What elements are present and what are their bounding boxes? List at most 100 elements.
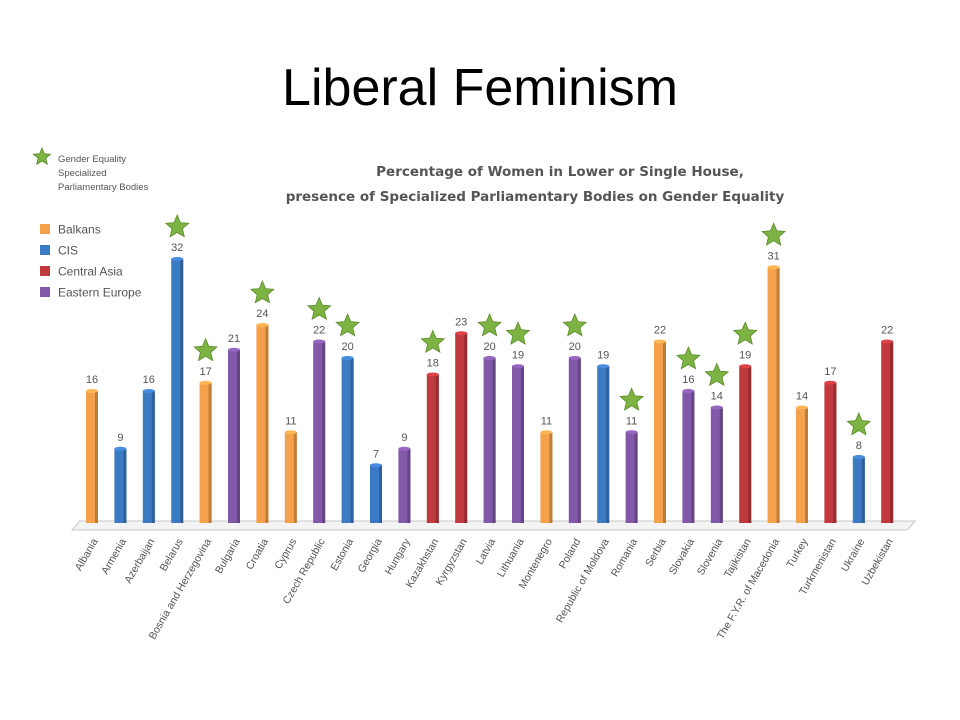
value-label-croatia: 24 bbox=[256, 308, 268, 320]
bar-shade-uzbekistan bbox=[890, 341, 894, 523]
star-icon-croatia bbox=[250, 279, 275, 304]
legend-label-cis: CIS bbox=[58, 244, 78, 258]
legend-swatch-central-asia bbox=[40, 266, 50, 276]
value-label-uzbekistan: 22 bbox=[881, 325, 893, 337]
bar-shade-lithuania bbox=[521, 366, 524, 523]
bar-cap-czech-republic bbox=[313, 339, 326, 344]
bar-shade-ukraine bbox=[861, 457, 865, 523]
value-label-ukraine: 8 bbox=[856, 440, 862, 452]
bar-shade-serbia bbox=[663, 341, 666, 523]
legend-label-central-asia: Central Asia bbox=[58, 265, 123, 279]
legend-swatch-balkans bbox=[40, 224, 50, 234]
category-label-belarus: Belarus bbox=[158, 537, 186, 574]
bar-cap-kazakhstan bbox=[426, 372, 439, 377]
value-label-lithuania: 19 bbox=[512, 349, 524, 361]
category-label-bulgaria: Bulgaria bbox=[213, 536, 243, 576]
category-label-latvia: Latvia bbox=[474, 536, 498, 566]
chart-floor bbox=[70, 520, 917, 531]
category-label-lithuania: Lithuania bbox=[495, 536, 527, 579]
bar-cap-bosnia-and-herzegovina bbox=[199, 380, 212, 385]
bar-shade-armenia bbox=[123, 448, 127, 523]
category-label-bosnia-and-herzegovina: Bosnia and Herzegovina bbox=[147, 536, 215, 641]
value-label-georgia: 7 bbox=[373, 448, 379, 460]
bar-shade-kazakhstan bbox=[435, 374, 439, 523]
bar-cap-hungary bbox=[398, 446, 411, 451]
category-label-albania: Albania bbox=[73, 536, 101, 572]
bar-cap-slovakia bbox=[682, 389, 695, 393]
bar-cap-croatia bbox=[256, 323, 269, 327]
category-label-georgia: Georgia bbox=[356, 536, 385, 574]
value-label-romania: 11 bbox=[626, 415, 637, 427]
bar-shade-the-f-y-r-of-macedonia bbox=[776, 267, 780, 523]
star-icon-slovakia bbox=[676, 345, 701, 370]
legend-swatch-cis bbox=[40, 245, 50, 255]
bar-cap-montenegro bbox=[540, 430, 553, 435]
bar-cap-estonia bbox=[341, 356, 354, 360]
star-icon-poland bbox=[562, 312, 588, 337]
value-label-turkmenistan: 17 bbox=[824, 366, 836, 378]
value-label-albania: 16 bbox=[86, 374, 98, 386]
bar-cap-armenia bbox=[114, 446, 127, 451]
bar-shade-latvia bbox=[492, 358, 496, 523]
star-icon-the-f-y-r-of-macedonia bbox=[761, 222, 786, 246]
category-label-the-f-y-r-of-macedonia: The F.Y.R. of Macedonia bbox=[715, 536, 783, 641]
value-label-bosnia-and-herzegovina: 17 bbox=[199, 366, 211, 378]
value-label-poland: 20 bbox=[569, 341, 581, 353]
bar-shade-turkmenistan bbox=[833, 382, 837, 523]
value-label-estonia: 20 bbox=[341, 341, 353, 353]
bar-shade-estonia bbox=[350, 358, 354, 523]
legend-star-label-line-1: Gender Equality bbox=[58, 154, 126, 165]
category-label-republic-of-moldova: Republic of Moldova bbox=[554, 536, 612, 625]
bar-shade-montenegro bbox=[549, 432, 553, 523]
bar-shade-hungary bbox=[407, 448, 411, 523]
bar-shade-romania bbox=[634, 432, 638, 523]
value-label-slovenia: 14 bbox=[711, 391, 723, 403]
chart-subtitle: presence of Specialized Parliamentary Bo… bbox=[286, 189, 785, 205]
category-label-slovakia: Slovakia bbox=[667, 536, 697, 577]
bar-cap-georgia bbox=[370, 463, 382, 468]
value-label-montenegro: 11 bbox=[541, 415, 552, 427]
bar-cap-turkmenistan bbox=[824, 380, 837, 385]
star-icon-bosnia-and-herzegovina bbox=[193, 337, 218, 362]
bar-shade-republic-of-moldova bbox=[606, 366, 610, 523]
bar-cap-tajikistan bbox=[739, 364, 752, 369]
legend-label-balkans: Balkans bbox=[58, 223, 101, 237]
bar-shade-georgia bbox=[379, 465, 382, 523]
axis-floor bbox=[70, 520, 917, 531]
bar-cap-poland bbox=[568, 356, 581, 360]
bar-shade-bulgaria bbox=[237, 349, 240, 523]
legend-star-label-line-3: Parliamentary Bodies bbox=[58, 182, 149, 193]
bar-cap-ukraine bbox=[852, 455, 865, 459]
bar-cap-uzbekistan bbox=[881, 339, 894, 344]
value-label-cyprus: 11 bbox=[285, 415, 296, 427]
bar-cap-republic-of-moldova bbox=[597, 364, 610, 369]
bar-cap-bulgaria bbox=[228, 347, 240, 352]
bar-cap-slovenia bbox=[710, 405, 723, 410]
legend: Gender Equality Specialized Parliamentar… bbox=[32, 146, 149, 300]
bar-chart: Gender Equality Specialized Parliamentar… bbox=[32, 146, 917, 642]
bar-cap-turkey bbox=[796, 405, 808, 410]
category-label-hungary: Hungary bbox=[383, 536, 414, 577]
bars bbox=[86, 257, 894, 523]
value-label-the-f-y-r-of-macedonia: 31 bbox=[767, 250, 779, 262]
value-label-azerbaijan: 16 bbox=[143, 374, 155, 386]
star-icon-kazakhstan bbox=[420, 329, 446, 354]
bar-shade-slovakia bbox=[691, 391, 695, 523]
bar-shade-albania bbox=[95, 391, 98, 523]
bar-shade-czech-republic bbox=[322, 341, 326, 523]
stars bbox=[164, 213, 872, 436]
value-label-turkey: 14 bbox=[796, 391, 808, 403]
bar-shade-cyprus bbox=[293, 432, 297, 523]
value-label-bulgaria: 21 bbox=[228, 333, 240, 345]
value-label-serbia: 22 bbox=[654, 325, 666, 337]
bar-cap-cyprus bbox=[284, 430, 297, 435]
value-label-belarus: 32 bbox=[171, 242, 183, 254]
star-icon-belarus bbox=[164, 213, 190, 238]
star-icon-slovenia bbox=[704, 362, 730, 387]
bar-shade-bosnia-and-herzegovina bbox=[208, 382, 212, 523]
category-label-slovenia: Slovenia bbox=[695, 536, 726, 577]
category-label-armenia: Armenia bbox=[99, 536, 129, 576]
category-label-serbia: Serbia bbox=[643, 536, 669, 568]
star-icon-estonia bbox=[335, 312, 360, 337]
